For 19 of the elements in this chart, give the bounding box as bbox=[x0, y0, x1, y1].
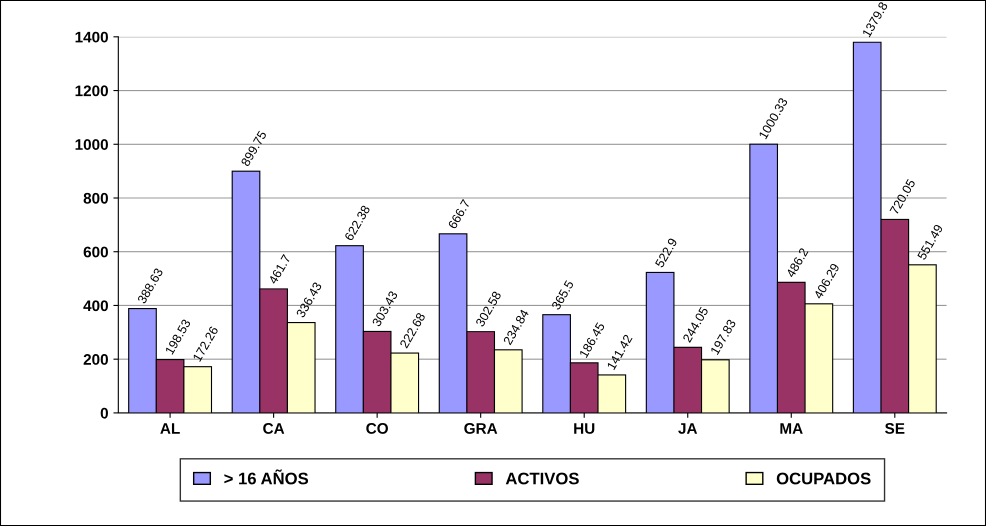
x-tick-label: SE bbox=[885, 423, 904, 434]
x-tick-label: AL bbox=[160, 423, 180, 434]
legend-label: ACTIVOS bbox=[506, 472, 579, 484]
x-tick-label: CO bbox=[366, 423, 388, 434]
x-tick-label: CA bbox=[263, 423, 284, 434]
x-tick-label: HU bbox=[574, 423, 594, 434]
y-tick-label: 1200 bbox=[76, 85, 108, 96]
y-tick-label: 600 bbox=[84, 246, 108, 258]
x-tick-label: GRA bbox=[464, 423, 498, 434]
y-tick-label: 1400 bbox=[76, 32, 108, 43]
legend-label: OCUPADOS bbox=[776, 472, 871, 484]
x-tick-label: JA bbox=[678, 423, 698, 434]
y-tick-label: 400 bbox=[83, 300, 108, 312]
legend-label: > 16 AÑOS bbox=[224, 469, 308, 484]
y-tick-label: 800 bbox=[84, 192, 108, 204]
x-tick-label: MA bbox=[780, 423, 803, 434]
y-tick-label: 0 bbox=[100, 408, 108, 419]
y-tick-label: 1000 bbox=[76, 139, 108, 150]
y-tick-label: 200 bbox=[84, 354, 108, 365]
